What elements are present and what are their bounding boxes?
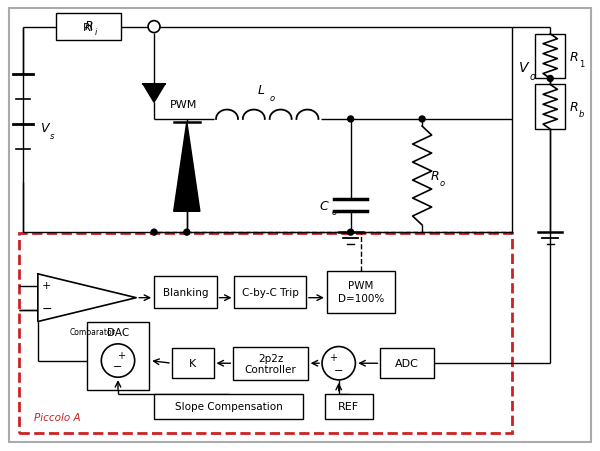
Bar: [537, 38, 563, 74]
Text: R: R: [569, 51, 578, 64]
Bar: [235, 276, 306, 309]
Bar: [87, 322, 149, 390]
Text: REF: REF: [338, 401, 359, 411]
Text: −: −: [113, 362, 122, 372]
Text: Comparator: Comparator: [70, 328, 116, 337]
Polygon shape: [143, 85, 165, 103]
Bar: [154, 276, 217, 309]
Circle shape: [101, 344, 134, 377]
Text: Slope Compensation: Slope Compensation: [175, 401, 283, 411]
Text: −: −: [41, 302, 52, 315]
Circle shape: [151, 230, 157, 235]
Circle shape: [347, 117, 353, 123]
Circle shape: [547, 76, 553, 82]
Text: o: o: [269, 94, 275, 103]
Text: C: C: [319, 199, 328, 212]
Circle shape: [419, 117, 425, 123]
Text: o: o: [440, 179, 445, 188]
Text: +: +: [329, 353, 337, 363]
Text: C-by-C Trip: C-by-C Trip: [242, 287, 299, 297]
Text: PWM: PWM: [349, 281, 374, 290]
Polygon shape: [173, 123, 200, 212]
Text: Ri: Ri: [83, 23, 94, 32]
Text: R: R: [84, 20, 93, 33]
Text: b: b: [579, 110, 584, 119]
Circle shape: [347, 230, 353, 235]
Text: o: o: [331, 207, 337, 216]
Bar: [56, 14, 121, 41]
Bar: [535, 35, 565, 79]
Bar: [154, 394, 303, 419]
Text: D=100%: D=100%: [338, 294, 384, 304]
Text: V: V: [40, 122, 48, 135]
Text: +: +: [117, 350, 125, 360]
Text: 1: 1: [579, 60, 584, 69]
Text: V: V: [518, 61, 528, 75]
Text: i: i: [95, 28, 97, 37]
Text: Controller: Controller: [245, 364, 296, 374]
Bar: [172, 349, 214, 378]
Text: Piccolo A: Piccolo A: [34, 412, 80, 422]
Text: K: K: [189, 359, 196, 368]
Text: Blanking: Blanking: [163, 287, 208, 297]
Circle shape: [322, 347, 355, 380]
Text: R: R: [569, 101, 578, 114]
Text: PWM: PWM: [170, 100, 197, 110]
Text: o: o: [529, 72, 535, 82]
Circle shape: [184, 230, 190, 235]
Text: s: s: [50, 131, 54, 140]
Text: ADC: ADC: [395, 359, 419, 368]
Text: −: −: [334, 366, 343, 376]
Bar: [535, 85, 565, 130]
Text: DAC: DAC: [107, 327, 129, 337]
Text: R: R: [431, 170, 440, 183]
Circle shape: [148, 22, 160, 33]
Bar: [325, 394, 373, 419]
Polygon shape: [38, 274, 136, 322]
Bar: [327, 271, 395, 313]
Text: L: L: [258, 84, 265, 97]
Text: 2p2z: 2p2z: [258, 353, 283, 363]
Bar: [19, 234, 512, 433]
Bar: [233, 347, 308, 380]
Text: +: +: [42, 280, 52, 290]
Bar: [380, 349, 434, 378]
